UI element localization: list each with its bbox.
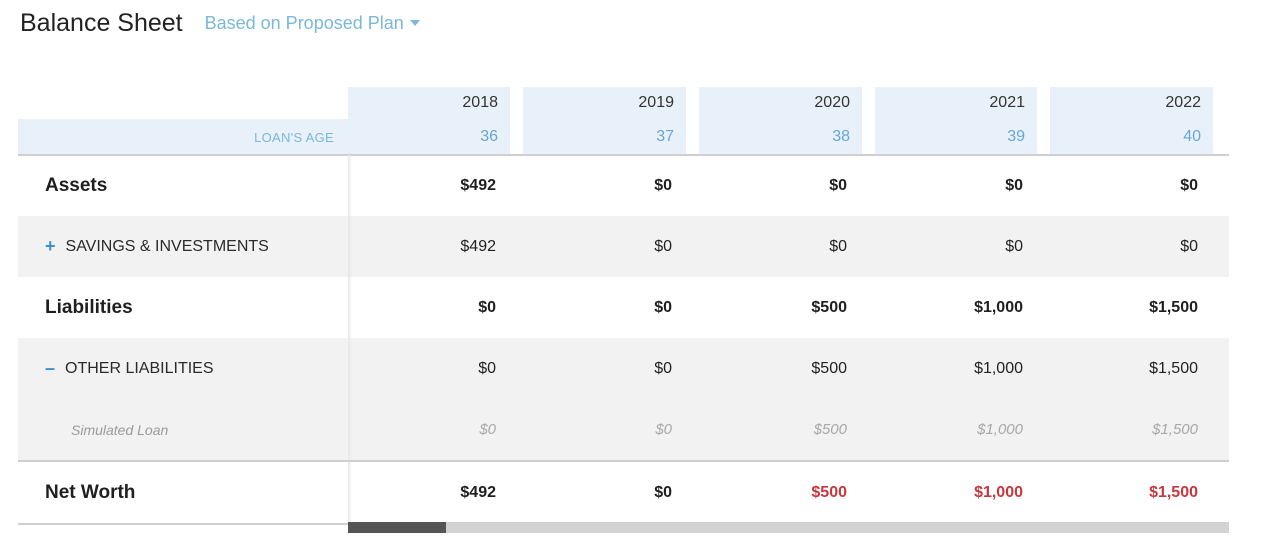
loan-age-value: 39 xyxy=(875,119,1037,155)
balance-sheet-table: 2018 2019 2020 2021 2022 LOAN'S AGE 36 3… xyxy=(18,87,1229,525)
table-cell: $492 xyxy=(460,176,496,194)
net-worth-row: Net Worth $492 $0 $500 $1,000 $1,500 xyxy=(18,460,1229,525)
table-cell: $0 xyxy=(1005,237,1023,255)
column-separator xyxy=(348,462,352,523)
table-cell: $0 xyxy=(654,298,672,316)
year-header: 2021 xyxy=(875,87,1037,119)
assets-row: Assets $492 $0 $0 $0 $0 xyxy=(18,155,1229,216)
collapse-minus-icon[interactable]: – xyxy=(45,358,56,378)
row-label-other-liabilities[interactable]: – OTHER LIABILITIES xyxy=(18,338,348,399)
row-label: Liabilities xyxy=(45,296,133,318)
expand-plus-icon[interactable]: + xyxy=(45,236,56,256)
other-liabilities-row[interactable]: – OTHER LIABILITIES $0 $0 $500 $1,000 $1… xyxy=(18,338,1229,399)
loan-age-row: LOAN'S AGE 36 37 38 39 40 xyxy=(18,119,1229,156)
table-cell: $0 xyxy=(654,359,672,377)
table-cell: $0 xyxy=(1005,176,1023,194)
year-header-row: 2018 2019 2020 2021 2022 xyxy=(18,87,1229,119)
year-header: 2020 xyxy=(699,87,862,119)
table-cell: $1,500 xyxy=(1149,359,1198,377)
table-cell: $0 xyxy=(654,176,672,194)
loan-age-value: 38 xyxy=(699,119,862,155)
table-cell: $0 xyxy=(655,421,672,438)
loan-age-value: 36 xyxy=(348,119,510,155)
column-separator xyxy=(348,155,352,216)
table-cell: $1,500 xyxy=(1149,298,1198,316)
loan-age-value: 40 xyxy=(1050,119,1213,155)
column-separator xyxy=(348,338,352,399)
page-title: Balance Sheet xyxy=(20,8,183,37)
row-label-savings[interactable]: + SAVINGS & INVESTMENTS xyxy=(18,216,348,277)
table-cell: $1,500 xyxy=(1152,421,1198,438)
scrollbar-thumb[interactable] xyxy=(348,522,446,533)
loan-age-label: LOAN'S AGE xyxy=(18,119,348,155)
liabilities-row: Liabilities $0 $0 $500 $1,000 $1,500 xyxy=(18,277,1229,338)
table-cell: $0 xyxy=(1180,176,1198,194)
page-header: Balance Sheet Based on Proposed Plan xyxy=(20,6,420,40)
table-cell: $1,000 xyxy=(974,298,1023,316)
table-cell: $0 xyxy=(478,359,496,377)
table-cell: $0 xyxy=(829,176,847,194)
table-cell: $492 xyxy=(460,237,496,255)
table-cell: $492 xyxy=(460,483,496,501)
table-cell: $0 xyxy=(478,298,496,316)
row-label: SAVINGS & INVESTMENTS xyxy=(65,237,269,255)
table-cell: $0 xyxy=(654,237,672,255)
table-cell: $500 xyxy=(811,359,847,377)
table-cell: $0 xyxy=(479,421,496,438)
table-cell-negative: $500 xyxy=(811,483,847,501)
row-label: OTHER LIABILITIES xyxy=(65,359,214,377)
year-header: 2022 xyxy=(1050,87,1213,119)
column-separator xyxy=(348,277,352,338)
simulated-loan-row: Simulated Loan $0 $0 $500 $1,000 $1,500 xyxy=(18,399,1229,460)
savings-investments-row[interactable]: + SAVINGS & INVESTMENTS $492 $0 $0 $0 $0 xyxy=(18,216,1229,277)
horizontal-scrollbar[interactable] xyxy=(348,522,1229,533)
table-cell: $0 xyxy=(654,483,672,501)
table-cell: $1,000 xyxy=(974,359,1023,377)
row-label: Net Worth xyxy=(45,481,136,503)
row-label: Simulated Loan xyxy=(71,421,169,438)
row-label: Assets xyxy=(45,174,108,196)
table-cell: $500 xyxy=(813,421,847,438)
column-separator xyxy=(348,399,352,460)
plan-selector-dropdown[interactable]: Based on Proposed Plan xyxy=(205,13,420,34)
table-cell-negative: $1,000 xyxy=(974,483,1023,501)
header-divider xyxy=(18,154,1229,156)
table-cell: $0 xyxy=(1180,237,1198,255)
loan-age-value: 37 xyxy=(523,119,686,155)
caret-down-icon xyxy=(409,20,420,26)
table-cell: $1,000 xyxy=(977,421,1023,438)
plan-selector-label: Based on Proposed Plan xyxy=(204,12,404,33)
table-cell: $0 xyxy=(829,237,847,255)
year-header: 2019 xyxy=(523,87,686,119)
table-cell: $500 xyxy=(811,298,847,316)
table-cell-negative: $1,500 xyxy=(1149,483,1198,501)
column-separator xyxy=(348,216,352,277)
year-header: 2018 xyxy=(348,87,510,119)
